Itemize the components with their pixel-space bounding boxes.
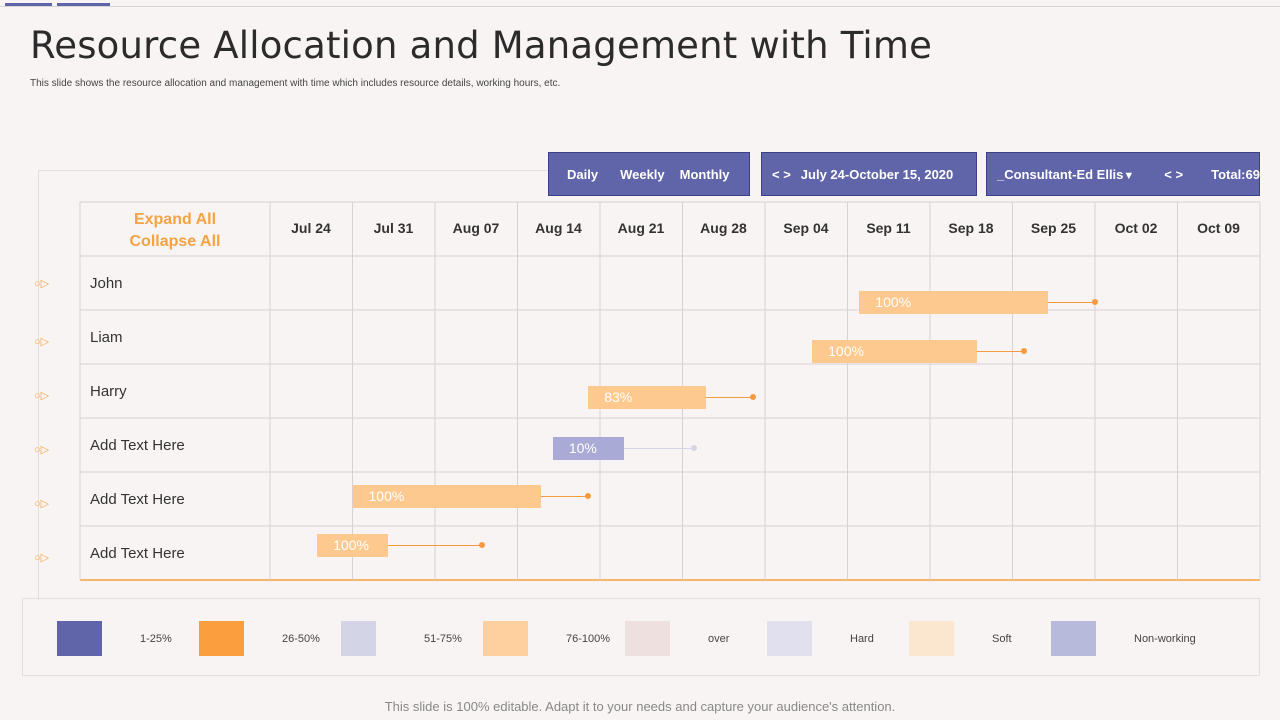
date-column-label: Aug 21 (617, 220, 665, 236)
legend-swatch (909, 621, 954, 656)
page-subtitle: This slide shows the resource allocation… (30, 78, 561, 89)
expand-all-button[interactable]: Expand All (133, 211, 217, 228)
legend (22, 598, 1260, 676)
task-bar[interactable]: 100% (859, 291, 1048, 314)
task-bar[interactable]: 10% (552, 437, 624, 460)
date-column-label: Oct 02 (1114, 220, 1158, 236)
legend-swatch (199, 621, 244, 656)
row-expand-icon[interactable]: ○▷ (34, 390, 50, 402)
row-name: John (90, 275, 123, 292)
top-accent-bar (5, 3, 52, 6)
task-end-marker (1021, 348, 1028, 354)
view-tabs-panel: Daily Weekly Monthly (548, 152, 750, 196)
row-expand-icon[interactable]: ○▷ (34, 278, 50, 290)
outline-top (38, 170, 548, 171)
task-end-marker (691, 445, 698, 451)
row-name: Liam (90, 329, 123, 346)
date-column-label: Oct 09 (1197, 220, 1240, 236)
legend-label: Hard (850, 633, 874, 645)
consultant-panel: _Consultant-Ed Ellis▼ < > Total:69 (986, 152, 1260, 196)
tab-daily[interactable]: Daily (567, 166, 599, 182)
row-expand-icon[interactable]: ○▷ (34, 498, 50, 510)
date-column-label: Sep 25 (1030, 220, 1077, 236)
legend-label: 1-25% (140, 633, 172, 645)
task-end-marker (479, 542, 486, 548)
legend-swatch (483, 621, 528, 656)
row-name: Add Text Here (90, 437, 185, 454)
row-name: Add Text Here (90, 491, 185, 508)
task-end-marker (750, 394, 757, 400)
date-column-label: Sep 11 (866, 220, 911, 236)
task-end-marker (1092, 299, 1098, 305)
gantt-grid (79, 201, 1261, 581)
task-end-marker (585, 493, 592, 499)
legend-label: 76-100% (566, 633, 611, 645)
date-column-label: Aug 14 (535, 220, 582, 236)
task-leader-line (387, 545, 483, 546)
date-column-label: Jul 24 (291, 220, 331, 236)
tab-monthly[interactable]: Monthly (679, 166, 730, 182)
legend-swatch (1051, 621, 1096, 656)
date-column-label: Jul 31 (373, 220, 414, 236)
legend-label: 26-50% (282, 633, 320, 645)
task-bar[interactable]: 100% (352, 485, 542, 508)
collapse-all-button[interactable]: Collapse All (129, 233, 221, 250)
page-title: Resource Allocation and Management with … (30, 24, 933, 67)
task-leader-line (541, 496, 589, 497)
legend-swatch (341, 621, 376, 656)
legend-swatch (57, 621, 102, 656)
legend-label: Non-working (1134, 633, 1196, 645)
caret-down-icon: ▼ (1123, 169, 1135, 182)
date-column-label: Aug 28 (700, 220, 747, 236)
task-leader-line (977, 351, 1025, 352)
total-label: Total:69 (1211, 166, 1260, 182)
legend-swatch (767, 621, 812, 656)
date-column-label: Aug 07 (452, 220, 500, 236)
date-range-panel: < > July 24-October 15, 2020 (761, 152, 977, 196)
outline-left (38, 170, 39, 600)
row-expand-icon[interactable]: ○▷ (34, 444, 50, 456)
legend-label: over (708, 633, 730, 645)
legend-label: Soft (992, 633, 1012, 645)
consultant-nav-arrows[interactable]: < > (1164, 166, 1184, 182)
top-accent-bar (57, 3, 110, 6)
consultant-label: _Consultant-Ed Ellis (997, 166, 1124, 182)
task-bar[interactable]: 100% (317, 534, 388, 557)
legend-label: 51-75% (424, 633, 462, 645)
task-bar[interactable]: 83% (588, 386, 707, 409)
task-bar[interactable]: 100% (812, 340, 978, 363)
task-leader-line (706, 397, 754, 398)
date-column-label: Sep 18 (948, 220, 994, 236)
consultant-select[interactable]: _Consultant-Ed Ellis▼ (997, 167, 1134, 182)
date-range-label[interactable]: July 24-October 15, 2020 (800, 166, 954, 182)
row-expand-icon[interactable]: ○▷ (34, 336, 50, 348)
task-leader-line (623, 448, 695, 449)
legend-swatch (625, 621, 670, 656)
task-leader-line (1047, 302, 1095, 303)
row-name: Harry (90, 383, 127, 400)
range-nav-arrows[interactable]: < > (772, 166, 791, 182)
footer-note: This slide is 100% editable. Adapt it to… (384, 699, 896, 714)
top-rule (0, 6, 1280, 7)
date-column-label: Sep 04 (783, 220, 829, 236)
tab-weekly[interactable]: Weekly (620, 166, 665, 182)
row-expand-icon[interactable]: ○▷ (34, 552, 50, 564)
row-name: Add Text Here (90, 545, 185, 562)
